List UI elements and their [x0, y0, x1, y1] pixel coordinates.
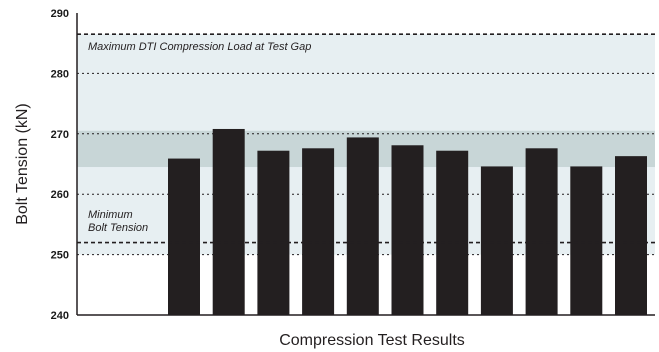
y-tick-label: 260	[51, 189, 69, 201]
y-tick-label: 280	[51, 68, 69, 80]
bar	[615, 156, 647, 315]
bar	[302, 148, 335, 315]
y-tick-label: 240	[51, 310, 69, 322]
bar	[436, 150, 469, 315]
bar	[480, 166, 513, 315]
bar	[212, 128, 245, 315]
bar	[391, 145, 424, 315]
y-tick-labels: 240 250 260 270 280 290	[51, 8, 69, 322]
y-tick-label: 290	[51, 8, 69, 20]
bar	[570, 166, 603, 315]
annotations: Maximum DTI Compression Load at Test Gap…	[88, 41, 311, 234]
reference-lines	[77, 33, 655, 244]
bar	[346, 137, 379, 315]
bars	[168, 128, 647, 315]
bar	[168, 158, 200, 315]
y-tick-label: 270	[51, 129, 69, 141]
y-tick-label: 250	[51, 250, 69, 262]
bar	[257, 150, 290, 315]
bar	[525, 148, 558, 315]
max-load-annotation: Maximum DTI Compression Load at Test Gap	[88, 41, 311, 53]
x-axis-label: Compression Test Results	[279, 332, 465, 349]
min-tension-annotation: Minimum Bolt Tension	[88, 209, 148, 234]
y-axis-label: Bolt Tension (kN)	[14, 103, 31, 225]
